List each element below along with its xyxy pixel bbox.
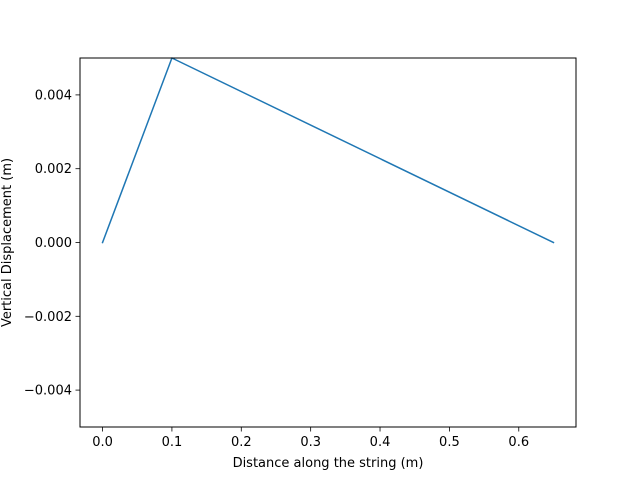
y-tick-label: −0.004 [24,384,72,399]
y-tick-label: 0.000 [35,236,72,251]
y-tick-label: −0.002 [24,310,72,325]
x-tick-label: 0.4 [370,435,391,450]
x-tick-label: 0.0 [92,435,113,450]
x-axis-ticks: 0.0 0.1 0.2 0.3 0.4 0.5 0.6 [92,427,529,450]
y-axis-label: Vertical Displacement (m) [0,158,15,327]
y-tick-label: 0.002 [35,162,72,177]
plot-frame [79,57,577,428]
x-axis-label: Distance along the string (m) [233,456,424,471]
x-tick-label: 0.2 [231,435,252,450]
plot-background [80,58,576,427]
x-tick-label: 0.6 [508,435,529,450]
x-tick-label: 0.3 [300,435,321,450]
x-tick-label: 0.5 [439,435,460,450]
y-tick-label: 0.004 [35,88,72,103]
x-tick-label: 0.1 [162,435,183,450]
y-axis-ticks: −0.004 −0.002 0.000 0.002 0.004 [24,88,80,399]
